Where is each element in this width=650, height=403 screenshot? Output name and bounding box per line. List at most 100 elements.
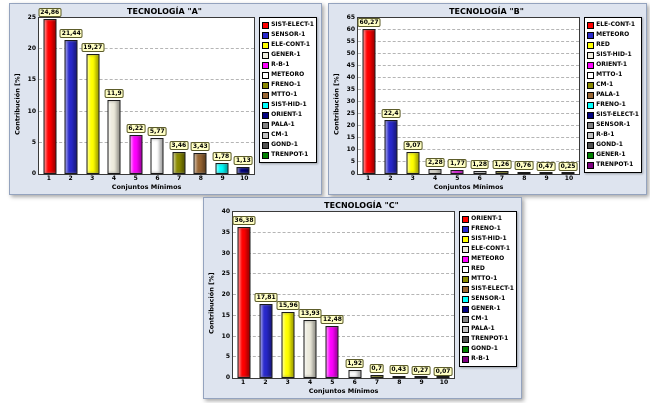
bar-6 [150,138,164,174]
bar-5 [325,326,339,378]
x-tick-label: 9 [419,379,424,386]
legend-item: SIST-HID-1 [462,234,514,244]
x-tick-label: 4 [307,379,313,386]
x-tick-label: 10 [564,175,574,182]
x-axis-ticks: 1 2 3 4 5 6 7 8 9 10 [357,175,580,183]
bar-value-label: 22,4 [381,109,401,119]
bar-8 [193,152,207,174]
bar-value-label: 13,93 [298,309,322,319]
bar-value-label: 15,96 [276,300,300,310]
bar-9 [414,376,428,378]
bar-8 [517,172,531,174]
x-tick-label: 1 [366,175,371,182]
bar-3 [406,152,420,174]
y-tick-label: 55 [346,38,355,45]
legend-swatch [262,121,270,129]
bar-4 [303,320,317,378]
legend-label: SENSOR-1 [471,295,506,302]
legend-item: ELE-CONT-1 [262,40,314,50]
y-tick-label: 30 [221,249,230,257]
legend-label: MTTO-1 [596,71,623,78]
legend-item: SENSOR-1 [587,120,639,130]
legend-label: ORIENT-1 [271,111,303,118]
legend-item: R-B-1 [587,130,639,140]
x-tick-label: 10 [439,379,449,386]
legend-label: METEORO [471,255,505,262]
y-tick-label: 35 [346,86,355,93]
legend-item: PALA-1 [462,324,514,334]
gridline [39,79,255,81]
legend-label: PALA-1 [471,325,495,332]
x-tick-label: 6 [477,175,482,182]
gridline [358,53,580,54]
y-tick-label: 15 [221,311,230,319]
bar-2 [384,120,398,174]
legend-item: R-B-1 [462,354,514,364]
y-tick-label: 10 [221,332,230,340]
legend-swatch [262,51,270,59]
x-tick-label: 5 [455,175,460,182]
legend-swatch [262,101,270,109]
x-tick-label: 3 [285,379,290,386]
gridline [233,335,455,337]
bar-value-label: 21,44 [59,29,83,39]
legend-label: TRENPOT-1 [596,161,634,168]
legend: SIST-ELECT-1 SENSOR-1 ELE-CONT-1 GENER-1 R-B… [259,17,317,163]
legend-swatch [262,141,270,149]
legend-label: GOND-1 [271,141,298,148]
legend-item: CM-1 [587,80,639,90]
x-tick-label: 4 [111,175,117,182]
bar-4 [107,99,121,174]
gridline [358,41,580,42]
bar-4 [428,168,442,174]
legend-label: SIST-ELECT-1 [471,285,514,292]
legend-label: ORIENT-1 [471,215,503,222]
legend-swatch [462,345,470,353]
legend-item: SIST-ELECT-1 [462,284,514,294]
bar-3 [86,53,100,174]
legend-item: GENER-1 [587,150,639,160]
gridline [358,161,580,162]
x-tick-label: 1 [241,379,246,386]
y-tick-label: 15 [27,76,36,84]
legend-label: SIST-HID-1 [271,101,307,108]
legend-swatch [462,265,470,273]
x-tick-label: 9 [220,175,225,182]
bar-9 [539,172,553,174]
y-tick-label: 50 [346,50,355,57]
legend-swatch [587,101,595,109]
legend-item: GOND-1 [262,140,314,150]
legend-label: METEORO [596,31,630,38]
bar-value-label: 12,48 [320,315,344,325]
legend-swatch [462,355,470,363]
legend-item: TRENPOT-1 [462,334,514,344]
bar-7 [370,375,384,378]
legend-swatch [262,81,270,89]
bar-10 [236,166,250,174]
y-tick-label: 20 [221,291,230,298]
chart-tecnologia-c: TECNOLOGÍA "C" Contribución [%] 0 5 10 15 20… [203,197,522,399]
legend-label: PALA-1 [596,91,620,98]
bar-6 [473,170,487,174]
gridline [358,149,580,150]
legend-label: ELE-CONT-1 [471,245,511,252]
legend-item: FRENO-1 [262,80,314,90]
x-axis-label: Conjuntos Mínimos [308,387,379,395]
legend-item: SIST-HID-1 [587,50,639,60]
legend-label: ELE-CONT-1 [596,21,636,28]
gridline [233,273,455,275]
chart-tecnologia-b: TECNOLOGÍA "B" Contribución [%] 0 5 10 15 20… [328,3,647,195]
y-tick-label: 0 [31,170,36,177]
legend-swatch [462,285,470,293]
bar-value-label: 6,22 [126,124,146,134]
legend-swatch [462,295,470,303]
plot-area: 0 5 10 15 20 25 30 35 40 45 50 55 60 65 60,27 22,4 9,07 2… [347,15,581,177]
gridline [39,110,255,112]
legend-item: TRENPOT-1 [587,160,639,170]
gridline [358,77,580,78]
bar-7 [495,170,509,174]
legend-swatch [462,215,470,223]
gridline [358,101,580,102]
x-tick-label: 1 [46,175,51,182]
legend-swatch [587,161,595,169]
